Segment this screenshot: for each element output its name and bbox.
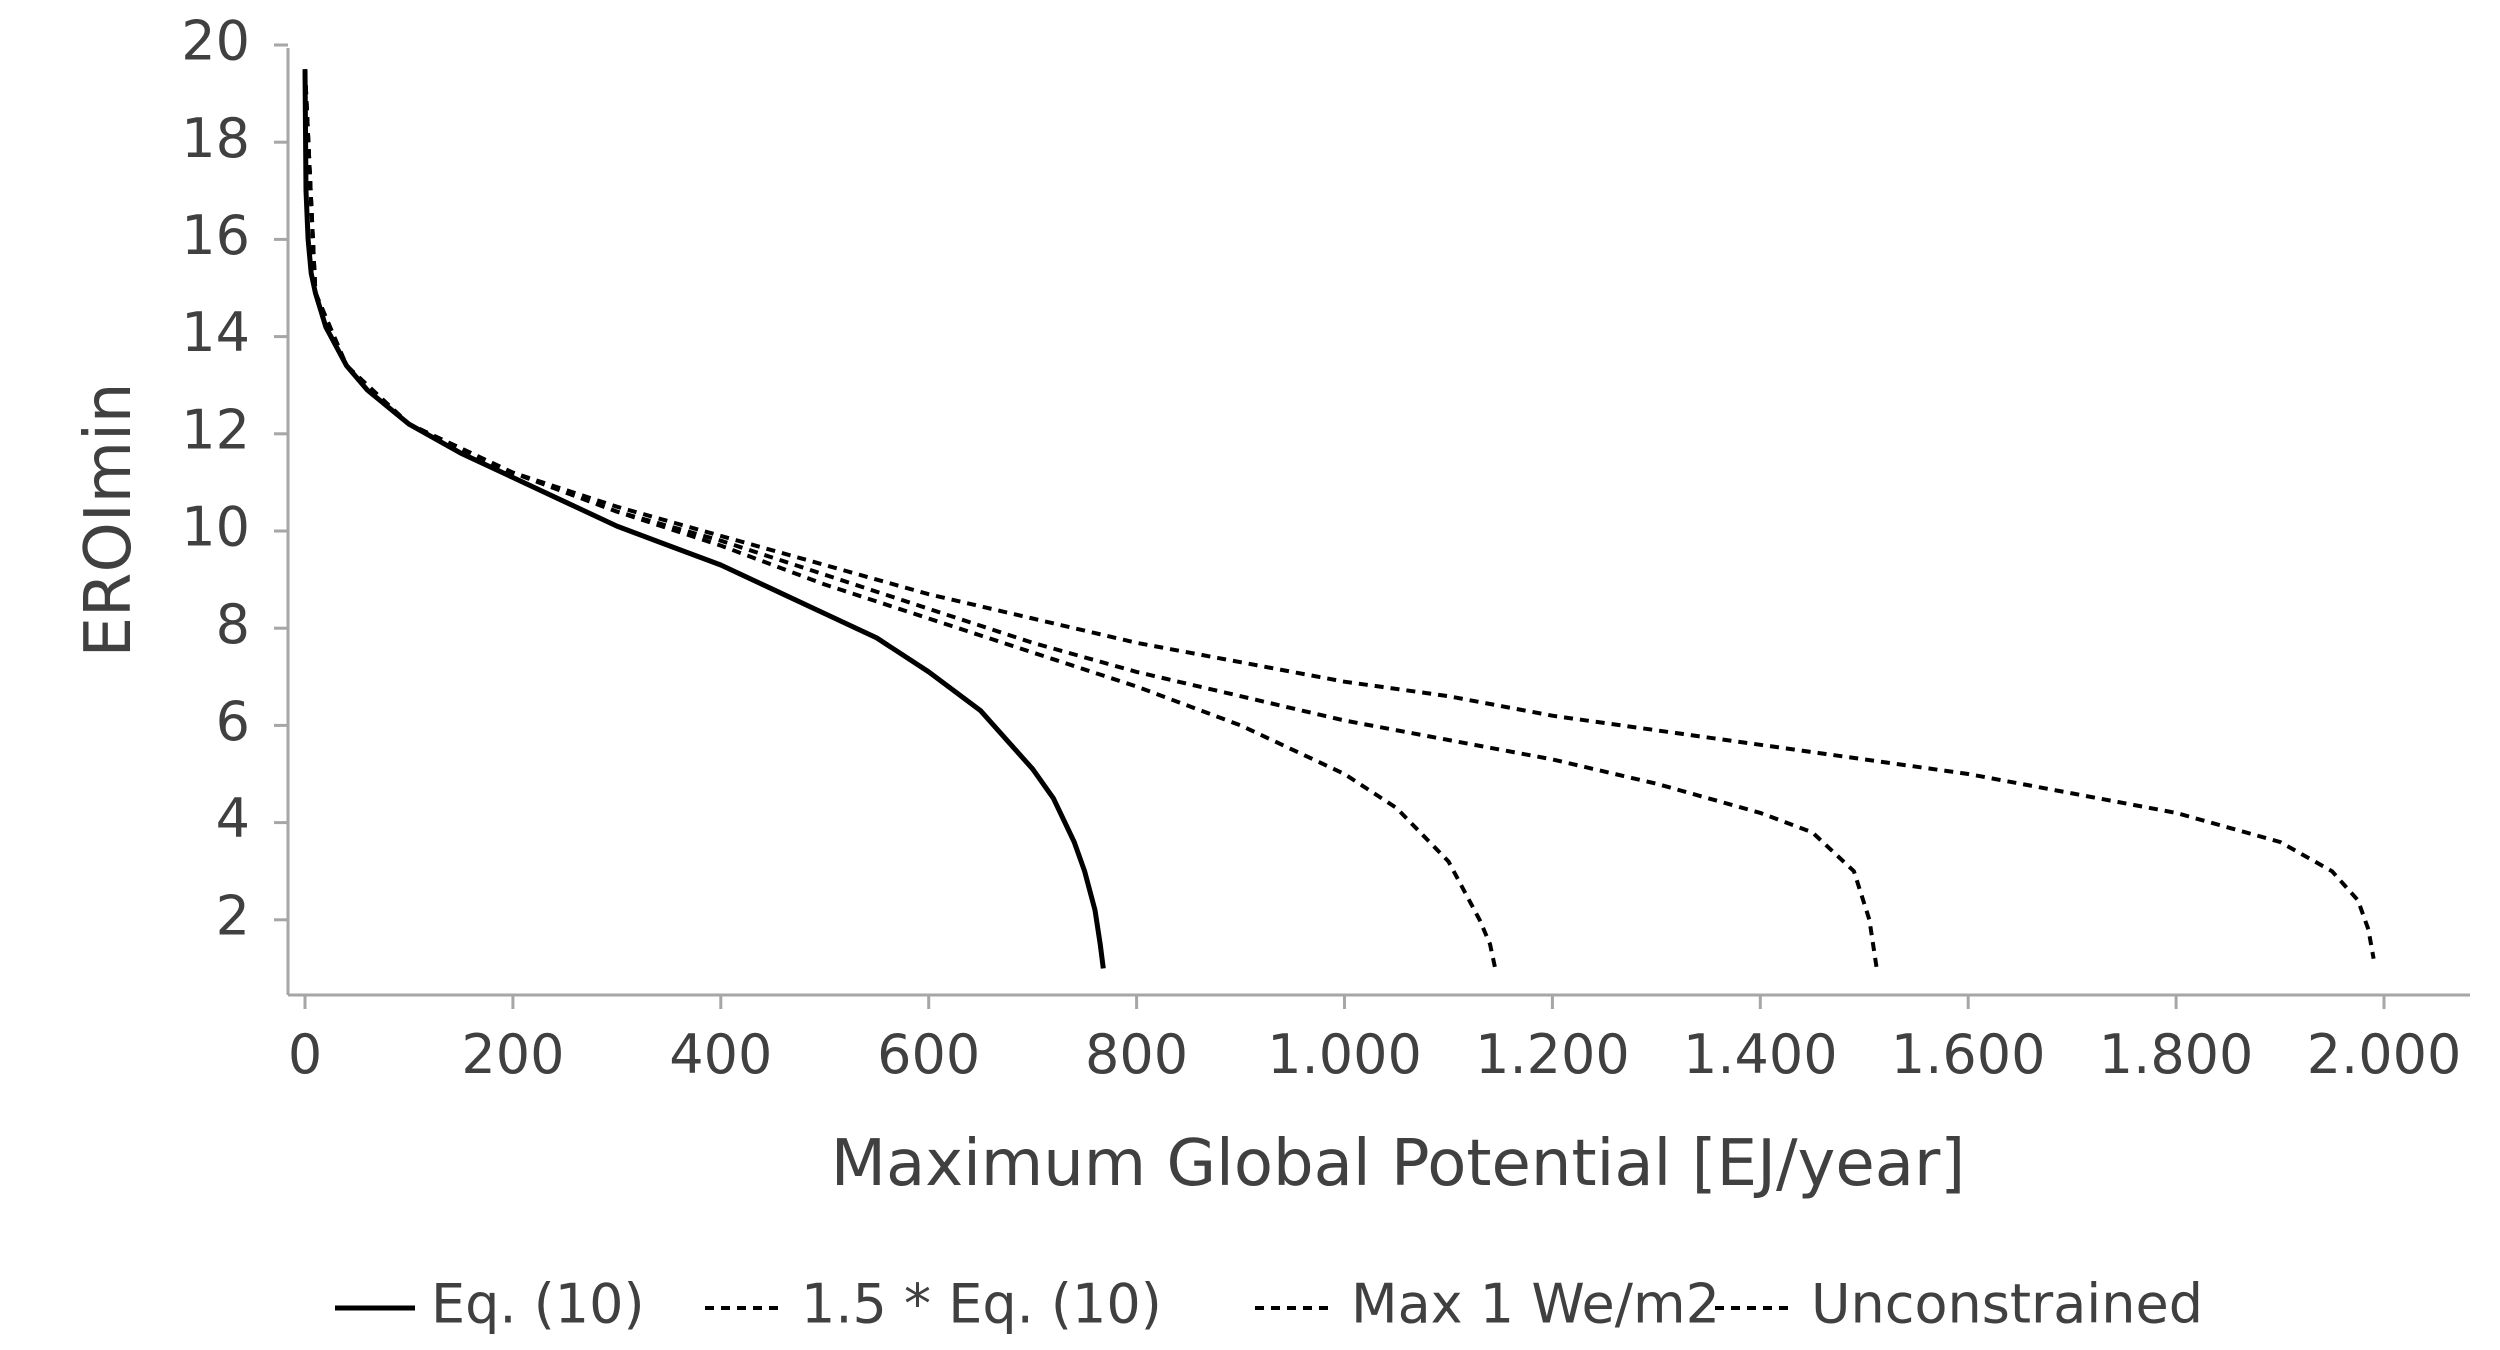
x-ticks: 0 200 400 600 800 1.000 1.200 1.400 1.600 1.800 2.… — [288, 995, 2461, 1086]
legend: Eq. (10) 1.5 * Eq. (10) Max 1 We/m2 Unconst… — [335, 1273, 2203, 1336]
legend-label-2: 1.5 * Eq. (10) — [801, 1273, 1162, 1336]
legend-label-3: Max 1 We/m2 — [1351, 1273, 1720, 1336]
y-tick-label: 10 — [181, 496, 250, 559]
series-line-1 — [302, 69, 1106, 969]
x-tick-label: 800 — [1085, 1023, 1188, 1086]
x-tick-label: 1.200 — [1475, 1023, 1630, 1086]
x-tick-label: 1.000 — [1267, 1023, 1422, 1086]
y-tick-label: 14 — [181, 301, 250, 364]
y-tick-label: 2 — [216, 884, 250, 947]
x-tick-label: 1.800 — [2099, 1023, 2254, 1086]
y-axis-title: EROImin — [72, 383, 146, 658]
y-tick-label: 16 — [181, 204, 250, 267]
y-ticks: 2 4 6 8 10 12 14 16 18 20 — [181, 10, 288, 947]
y-tick-label: 20 — [181, 10, 250, 73]
y-tick-label: 4 — [216, 787, 250, 850]
y-tick-label: 6 — [216, 690, 250, 753]
x-tick-label: 1.600 — [1891, 1023, 2046, 1086]
y-tick-label: 18 — [181, 107, 250, 170]
series-line-2 — [303, 69, 1498, 969]
x-axis-title: Maximum Global Potential [EJ/year] — [831, 1127, 1966, 1201]
x-tick-label: 600 — [877, 1023, 980, 1086]
y-tick-label: 8 — [216, 593, 250, 656]
series-line-4 — [303, 69, 2376, 960]
x-tick-label: 0 — [288, 1023, 322, 1086]
plot-axes — [286, 48, 2470, 997]
x-tick-label: 2.000 — [2307, 1023, 2462, 1086]
series-layer — [302, 69, 2376, 969]
y-tick-label: 12 — [181, 398, 250, 461]
x-tick-label: 1.400 — [1683, 1023, 1838, 1086]
legend-label-4: Unconstrained — [1811, 1273, 2203, 1336]
x-tick-label: 200 — [461, 1023, 564, 1086]
legend-label-1: Eq. (10) — [431, 1273, 645, 1336]
series-line-3 — [303, 69, 1879, 969]
x-tick-label: 400 — [669, 1023, 772, 1086]
